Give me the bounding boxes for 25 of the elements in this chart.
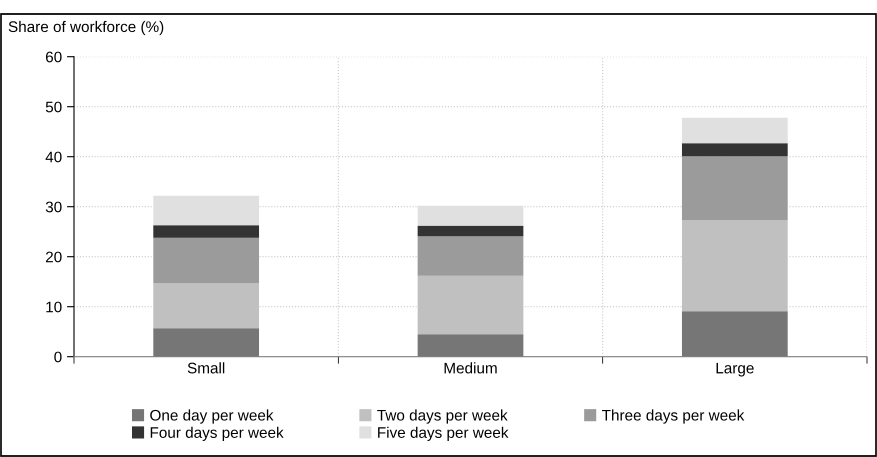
bar xyxy=(153,238,260,284)
bar xyxy=(682,156,788,220)
bar xyxy=(153,196,260,226)
bar xyxy=(682,118,788,144)
y-tick-label: 0 xyxy=(54,352,62,362)
legend-label: Three days per week xyxy=(602,409,744,424)
bar xyxy=(153,225,260,238)
y-axis-title: Share of workforce (%) xyxy=(8,20,164,36)
legend-label: Four days per week xyxy=(150,426,284,441)
bar xyxy=(418,226,524,236)
y-tick-label: 10 xyxy=(46,302,62,312)
x-tick-label: Medium xyxy=(444,362,497,374)
y-tick-label: 50 xyxy=(46,102,62,112)
bar xyxy=(418,236,524,276)
legend-label: Five days per week xyxy=(378,426,508,441)
bar xyxy=(418,206,524,226)
x-tick-label: Small xyxy=(188,362,224,374)
y-tick-label: 30 xyxy=(46,202,62,212)
x-tick-label: Large xyxy=(716,362,754,376)
legend-label: Two days per week xyxy=(377,409,508,424)
y-tick-label: 60 xyxy=(46,52,62,62)
y-tick-label: 20 xyxy=(46,252,62,262)
bar xyxy=(682,143,788,156)
legend-label: One day per week xyxy=(150,409,274,424)
y-tick-label: 40 xyxy=(46,152,62,162)
